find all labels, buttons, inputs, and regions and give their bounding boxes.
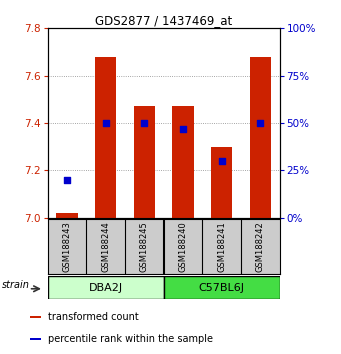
Text: DBA2J: DBA2J: [89, 282, 123, 293]
Bar: [56, 213, 78, 218]
Point: [142, 120, 147, 126]
Point: [103, 120, 108, 126]
Bar: [172, 107, 194, 218]
Bar: [95, 57, 116, 218]
Text: GSM188242: GSM188242: [256, 222, 265, 272]
Point: [219, 158, 224, 164]
Text: strain: strain: [2, 280, 30, 290]
Bar: [48, 276, 164, 299]
Bar: [164, 276, 280, 299]
Text: transformed count: transformed count: [48, 312, 139, 322]
Point: [64, 177, 70, 183]
Title: GDS2877 / 1437469_at: GDS2877 / 1437469_at: [95, 14, 232, 27]
Text: GSM188241: GSM188241: [217, 222, 226, 272]
Text: GSM188244: GSM188244: [101, 222, 110, 272]
Text: C57BL6J: C57BL6J: [199, 282, 244, 293]
Text: GSM188240: GSM188240: [178, 222, 188, 272]
Bar: [30, 316, 41, 318]
Point: [180, 126, 186, 132]
Text: GSM188243: GSM188243: [62, 222, 72, 272]
Bar: [211, 147, 232, 218]
Bar: [134, 107, 155, 218]
Bar: [30, 338, 41, 340]
Text: GSM188245: GSM188245: [140, 222, 149, 272]
Text: percentile rank within the sample: percentile rank within the sample: [48, 334, 213, 344]
Point: [257, 120, 263, 126]
Bar: [250, 57, 271, 218]
